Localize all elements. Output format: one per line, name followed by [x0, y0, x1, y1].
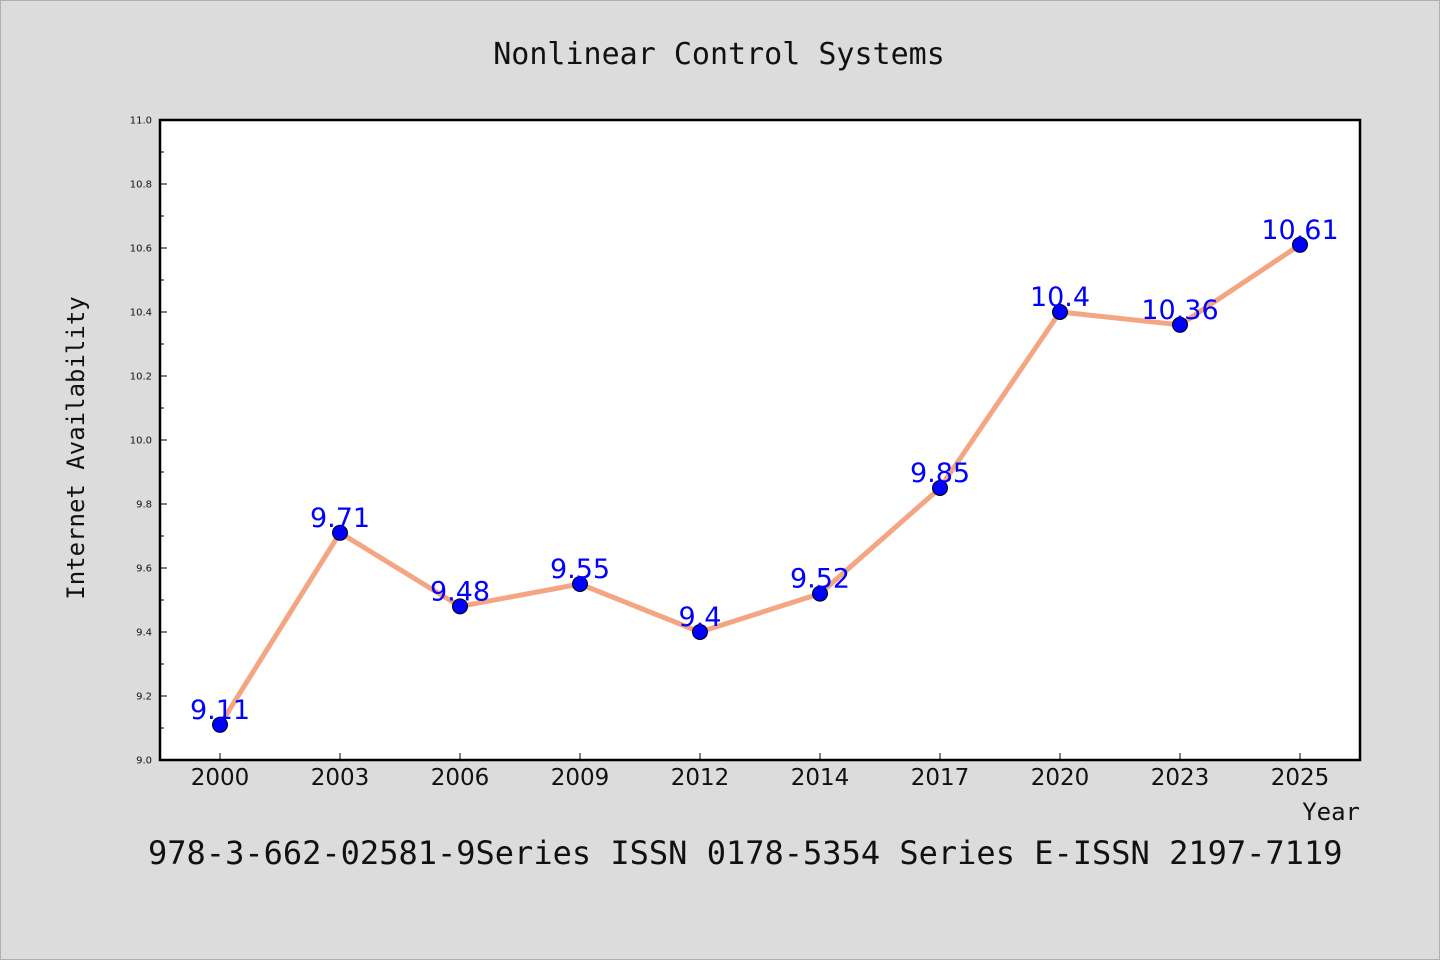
data-label: 9.55: [550, 554, 610, 585]
data-label: 9.52: [790, 564, 850, 595]
data-point: [212, 716, 228, 733]
data-point: [692, 624, 708, 640]
x-axis: 2000 2003 2006 2009 2012 2014 2017 2020 2023 2025: [191, 753, 1330, 791]
y-tick-label: 10.0: [130, 436, 152, 447]
data-label: 10.61: [1261, 215, 1338, 246]
data-point: [1052, 304, 1068, 320]
y-tick-label: 11.0: [130, 116, 152, 127]
y-tick-label: 10.2: [130, 372, 152, 383]
data-point: [1292, 236, 1308, 253]
y-tick-label: 9.2: [136, 692, 152, 703]
data-label: 9.4: [679, 602, 722, 633]
y-tick-label: 9.6: [136, 564, 152, 575]
plot-area: [160, 120, 1360, 760]
data-point: [332, 524, 348, 541]
series-line: [217, 242, 1303, 728]
data-point: [932, 480, 948, 496]
x-tick-label: 2020: [1031, 765, 1090, 791]
x-tick-label: 2023: [1151, 765, 1210, 791]
y-axis-label: Internet Availability: [62, 296, 90, 599]
data-label: 10.4: [1030, 282, 1090, 313]
x-tick-label: 2012: [671, 765, 730, 791]
plot-border: [158, 118, 1362, 762]
data-point: [452, 598, 468, 615]
x-tick-label: 2014: [791, 765, 850, 791]
y-tick-label: 10.6: [130, 244, 152, 255]
y-tick-label: 10.8: [130, 180, 152, 191]
isbn-footer: 978-3-662-02581-9Series ISSN 0178-5354 S…: [148, 834, 1342, 872]
y-axis: 9.0 9.2 9.4 9.6 9.8 10.0 10.2 10.4 10.6 10.8 11.0: [130, 116, 167, 767]
x-tick-label: 2025: [1271, 765, 1330, 791]
series-layer: [212, 236, 1308, 733]
chart-title: Nonlinear Control Systems: [493, 37, 945, 72]
x-tick-label: 2000: [191, 765, 250, 791]
data-label: 10.36: [1141, 295, 1218, 326]
x-tick-label: 2003: [311, 765, 370, 791]
y-tick-label: 9.0: [136, 756, 152, 767]
data-label: 9.11: [190, 695, 250, 726]
data-point: [1172, 316, 1188, 333]
x-axis-label: Year: [1302, 798, 1360, 826]
y-tick-label: 10.4: [130, 308, 152, 319]
y-tick-label: 9.4: [136, 628, 152, 639]
y-tick-label: 9.8: [136, 500, 152, 511]
data-point: [812, 585, 828, 602]
data-labels-layer: 9.11 9.71 9.48 9.55 9.4 9.52 9.85 10.4 10.36 10.6…: [190, 215, 1339, 726]
data-label: 9.85: [910, 458, 970, 489]
data-label: 9.48: [430, 576, 490, 607]
x-tick-label: 2017: [911, 765, 970, 791]
data-point: [572, 576, 588, 592]
data-label: 9.71: [310, 503, 370, 534]
x-tick-label: 2006: [431, 765, 490, 791]
x-tick-label: 2009: [551, 765, 610, 791]
